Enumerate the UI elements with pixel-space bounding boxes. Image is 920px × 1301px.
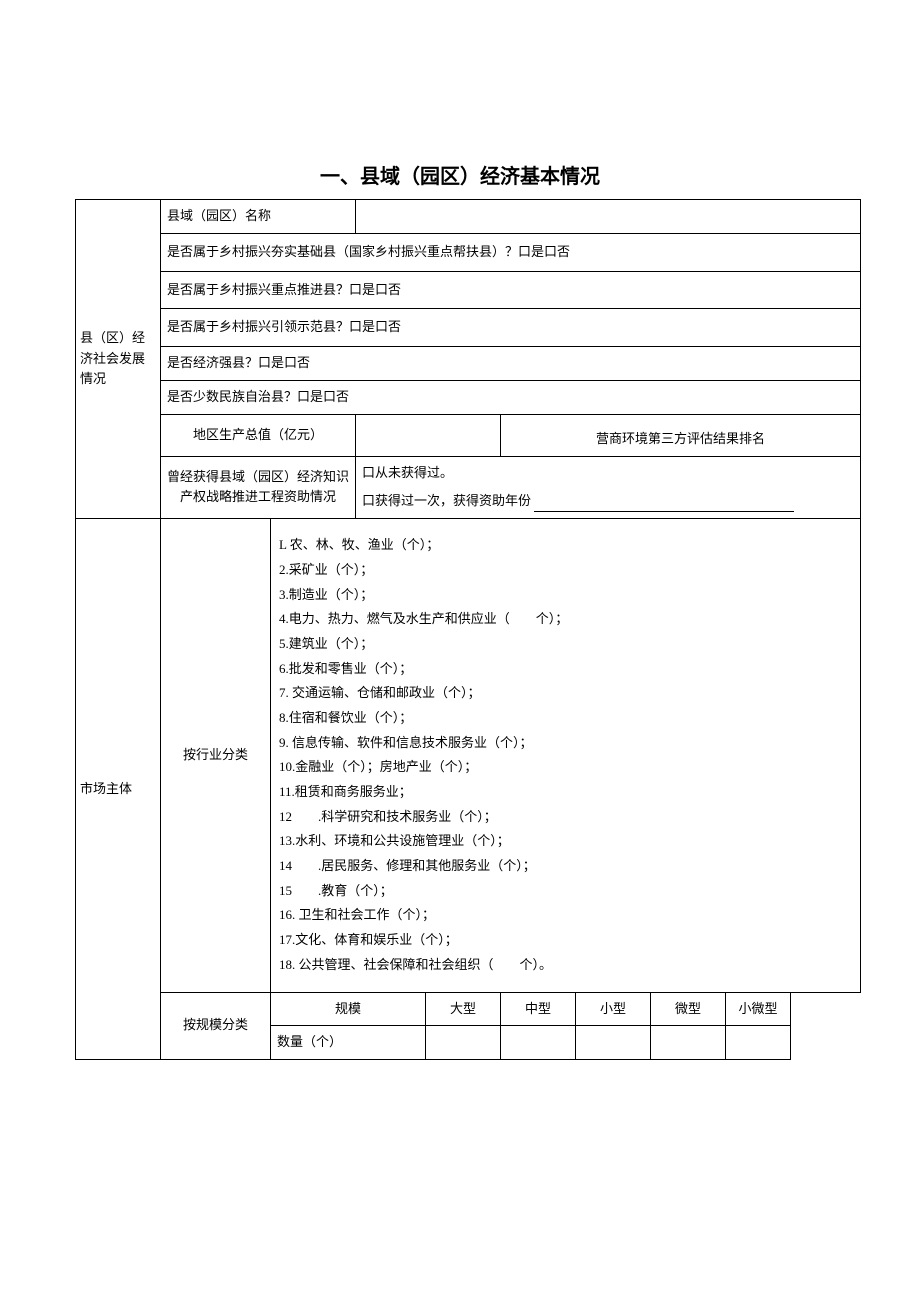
funding-label: 曾经获得县域（园区）经济知识产权战略推进工程资助情况 bbox=[161, 456, 356, 519]
scale-col-header: 规模 bbox=[271, 992, 426, 1026]
industry-item: 11.租赁和商务服务业； bbox=[279, 780, 852, 805]
industry-item: 12 .科学研究和技术服务业（个）； bbox=[279, 805, 852, 830]
scale-col-large: 大型 bbox=[426, 992, 501, 1026]
q4-row[interactable]: 是否经济强县？口是口否 bbox=[161, 347, 861, 381]
industry-item: 4.电力、热力、燃气及水生产和供应业（ 个）； bbox=[279, 607, 852, 632]
count-smallmicro-input[interactable] bbox=[726, 1026, 791, 1060]
industry-item: 2.采矿业（个）； bbox=[279, 558, 852, 583]
count-large-input[interactable] bbox=[426, 1026, 501, 1060]
industry-item: 10.金融业（个）；房地产业（个）； bbox=[279, 755, 852, 780]
industry-item: 18. 公共管理、社会保障和社会组织（ 个）。 bbox=[279, 953, 852, 978]
industry-item: 9. 信息传输、软件和信息技术服务业（个）； bbox=[279, 731, 852, 756]
funding-opt2-prefix: 口获得过一次，获得资助年份 bbox=[362, 493, 534, 508]
count-micro-input[interactable] bbox=[651, 1026, 726, 1060]
scale-col-medium: 中型 bbox=[501, 992, 576, 1026]
gdp-label: 地区生产总值（亿元） bbox=[161, 414, 356, 456]
q1-row[interactable]: 是否属于乡村振兴夯实基础县（国家乡村振兴重点帮扶县）？口是口否 bbox=[161, 233, 861, 271]
funding-options[interactable]: 口从未获得过。 口获得过一次，获得资助年份 bbox=[356, 456, 861, 519]
industry-item: 5.建筑业（个）； bbox=[279, 632, 852, 657]
funding-opt2[interactable]: 口获得过一次，获得资助年份 bbox=[362, 491, 856, 512]
gdp-input[interactable] bbox=[356, 414, 501, 456]
industry-item: 3.制造业（个）； bbox=[279, 583, 852, 608]
page-title: 一、县域（园区）经济基本情况 bbox=[75, 160, 845, 189]
q2-row[interactable]: 是否属于乡村振兴重点推进县？口是口否 bbox=[161, 271, 861, 309]
funding-year-blank[interactable] bbox=[534, 511, 794, 512]
env-label: 营商环境第三方评估结果排名 bbox=[501, 414, 861, 456]
industry-item: 8.住宿和餐饮业（个）； bbox=[279, 706, 852, 731]
scale-col-small: 小型 bbox=[576, 992, 651, 1026]
industry-label: 按行业分类 bbox=[161, 519, 271, 992]
industry-list: L 农、林、牧、渔业（个）； 2.采矿业（个）； 3.制造业（个）； 4.电力、… bbox=[271, 519, 861, 992]
industry-item: 16. 卫生和社会工作（个）； bbox=[279, 903, 852, 928]
section1-header: 县（区）经济社会发展情况 bbox=[76, 200, 161, 519]
industry-item: 14 .居民服务、修理和其他服务业（个）； bbox=[279, 854, 852, 879]
count-small-input[interactable] bbox=[576, 1026, 651, 1060]
county-name-label: 县域（园区）名称 bbox=[161, 200, 356, 234]
industry-item: L 农、林、牧、渔业（个）； bbox=[279, 533, 852, 558]
county-name-input[interactable] bbox=[356, 200, 861, 234]
scale-col-smallmicro: 小微型 bbox=[726, 992, 791, 1026]
industry-item: 17.文化、体育和娱乐业（个）； bbox=[279, 928, 852, 953]
count-medium-input[interactable] bbox=[501, 1026, 576, 1060]
scale-label: 按规模分类 bbox=[161, 992, 271, 1060]
industry-item: 15 .教育（个）； bbox=[279, 879, 852, 904]
form-table: 县（区）经济社会发展情况 县域（园区）名称 是否属于乡村振兴夯实基础县（国家乡村… bbox=[75, 199, 861, 1060]
count-label: 数量（个） bbox=[271, 1026, 426, 1060]
q5-row[interactable]: 是否少数民族自治县？口是口否 bbox=[161, 380, 861, 414]
section2-header: 市场主体 bbox=[76, 519, 161, 1060]
industry-item: 6.批发和零售业（个）； bbox=[279, 657, 852, 682]
scale-col-micro: 微型 bbox=[651, 992, 726, 1026]
q3-row[interactable]: 是否属于乡村振兴引领示范县？口是口否 bbox=[161, 309, 861, 347]
industry-item: 7. 交通运输、仓储和邮政业（个）； bbox=[279, 681, 852, 706]
funding-opt1[interactable]: 口从未获得过。 bbox=[362, 463, 856, 484]
industry-item: 13.水利、环境和公共设施管理业（个）； bbox=[279, 829, 852, 854]
